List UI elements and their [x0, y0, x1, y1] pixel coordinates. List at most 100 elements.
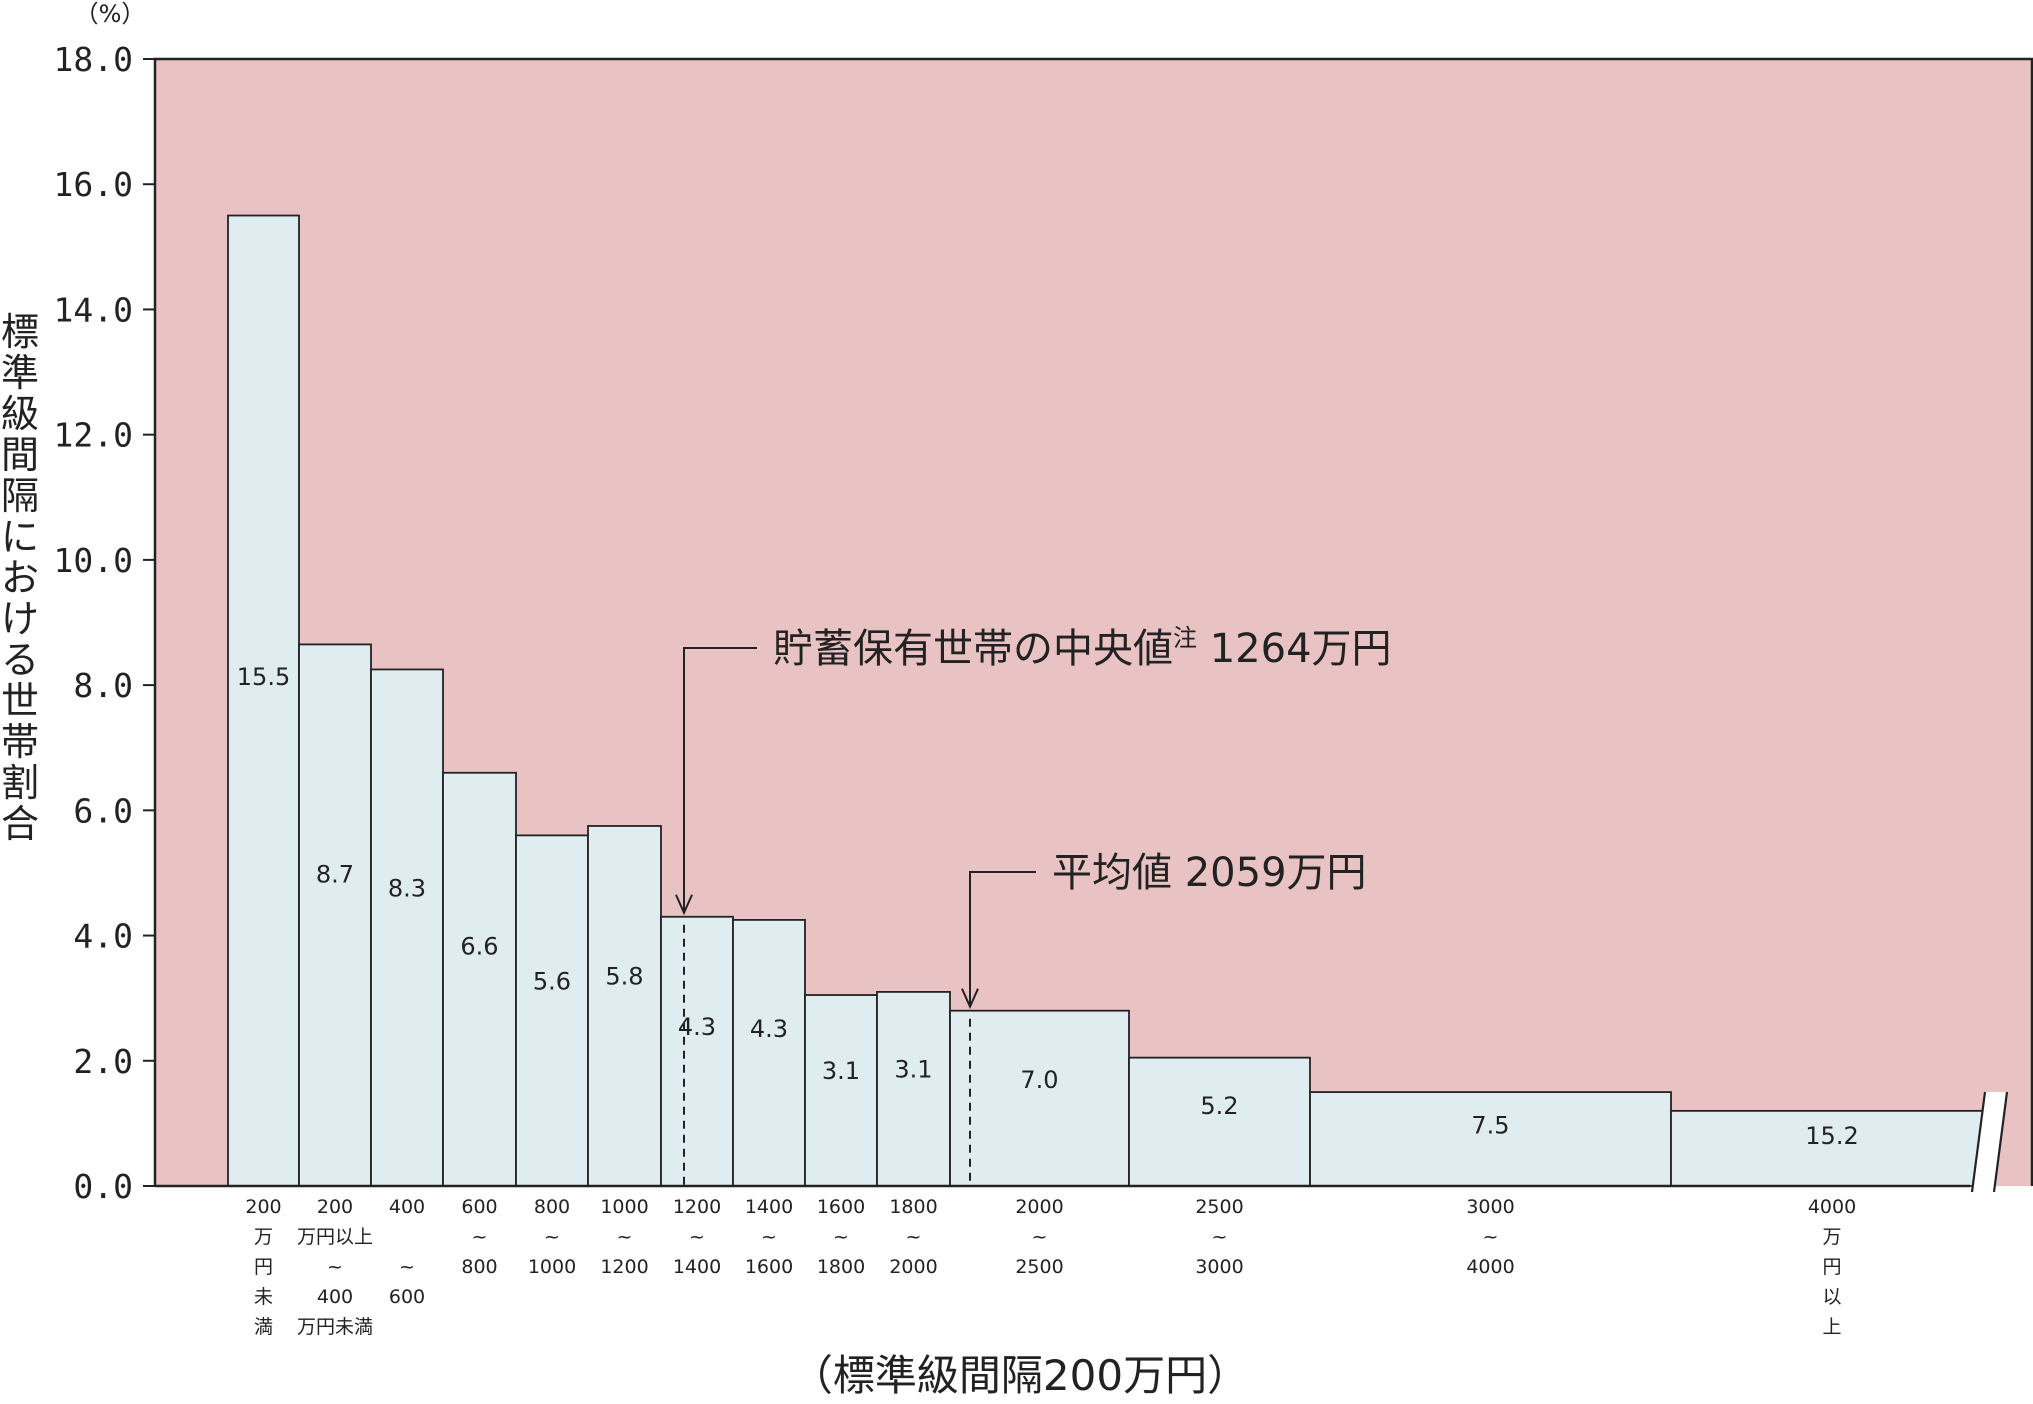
bar-group: 8.3 400 ~600	[370, 668, 444, 1308]
x-tick-label: 2000	[889, 1256, 937, 1278]
x-tick-label: ~	[472, 1226, 488, 1248]
y-tick-label: 4.0	[73, 917, 133, 956]
y-tick-label: 8.0	[73, 666, 133, 705]
x-tick-label: 2500	[1195, 1196, 1243, 1218]
x-tick-label: 上	[1822, 1316, 1841, 1338]
x-tick-label: ~	[761, 1226, 777, 1248]
axis-break-marker	[1970, 1091, 2009, 1193]
bar-value-label: 7.0	[1020, 1066, 1058, 1094]
x-tick-label: 3000	[1466, 1196, 1514, 1218]
annotation-label: 平均値 2059万円	[1052, 850, 1367, 896]
x-tick-label: ~	[327, 1256, 343, 1278]
bar-group: 5.8 1000 ~1200	[587, 825, 662, 1278]
x-tick-label: ~	[1212, 1226, 1228, 1248]
bar-group: 8.7 200 万円以上 ~400 万円未満	[297, 643, 373, 1338]
x-tick-label: 1600	[745, 1256, 793, 1278]
bar-value-label: 5.8	[605, 962, 643, 990]
y-tick-label: 6.0	[73, 791, 133, 830]
x-tick-label: ~	[689, 1226, 705, 1248]
bar-group: 5.6 800 ~1000	[515, 834, 589, 1278]
bar-group: 5.2 2500 ~3000	[1128, 1056, 1311, 1278]
x-tick-label: ~	[833, 1226, 849, 1248]
bar	[587, 825, 662, 1187]
y-tick-label: 10.0	[54, 541, 133, 580]
bar-value-label: 5.6	[533, 968, 571, 996]
bar-group: 15.5 200 万円未満	[227, 214, 300, 1338]
x-tick-label: 1200	[600, 1256, 648, 1278]
axis-layer: 0.0 2.0 4.0 6.0 8.0 10.0 12.0 14.0 16.0 18.0	[54, 40, 2033, 1206]
bar-value-label: 15.2	[1805, 1122, 1858, 1150]
bar-value-label: 3.1	[894, 1055, 932, 1083]
x-tick-label: ~	[1483, 1226, 1499, 1248]
bar-value-label: 6.6	[460, 933, 498, 961]
bar	[298, 643, 372, 1187]
x-tick-label: 1400	[745, 1196, 793, 1218]
annotation-arrowhead	[675, 894, 693, 916]
x-tick-label: 円	[254, 1256, 273, 1278]
x-tick-label: ~	[544, 1226, 560, 1248]
bar-group: 3.1 1800 ~2000	[876, 991, 951, 1278]
x-tick-label: 万円以上	[297, 1226, 373, 1248]
x-tick-label: 4000	[1466, 1256, 1514, 1278]
x-tick-label: 400	[317, 1286, 353, 1308]
y-tick-label: 14.0	[54, 290, 133, 329]
bar-value-label: 5.2	[1200, 1092, 1238, 1120]
y-tick-label: 18.0	[54, 40, 133, 79]
bar-group: 6.6 600 ~800	[442, 771, 517, 1278]
x-tick-label: 1600	[817, 1196, 865, 1218]
bar	[370, 668, 444, 1187]
bar-group: 15.2 4000 万円以上	[1670, 1109, 1994, 1338]
y-tick-label: 12.0	[54, 416, 133, 455]
bar	[949, 1009, 1130, 1187]
bar	[660, 915, 734, 1187]
bar	[1128, 1056, 1311, 1187]
annotation-arrow	[969, 871, 1036, 1007]
bar	[515, 834, 589, 1187]
x-tick-label: 800	[461, 1256, 497, 1278]
bar-group: 4.3 1400 ~1600	[732, 919, 806, 1278]
x-tick-label: 未	[254, 1286, 273, 1308]
bar	[876, 991, 951, 1187]
bar-value-label: 7.5	[1471, 1111, 1509, 1139]
bar-value-label: 8.7	[316, 861, 354, 889]
plot-frame	[153, 57, 2033, 1186]
x-tick-label: 円	[1822, 1256, 1841, 1278]
x-tick-label: 2500	[1015, 1256, 1063, 1278]
annotation-arrowhead	[961, 988, 979, 1010]
x-tick-label: 万	[1822, 1226, 1841, 1248]
y-tick-label: 0.0	[73, 1167, 133, 1206]
annotation: 平均値 2059万円	[961, 850, 1367, 1186]
x-tick-label: 1400	[673, 1256, 721, 1278]
annotation-label: 貯蓄保有世帯の中央値注 1264万円	[773, 624, 1392, 672]
x-tick-label: 1200	[673, 1196, 721, 1218]
x-tick-label: 1000	[600, 1196, 648, 1218]
x-tick-label: ~	[399, 1256, 415, 1278]
x-tick-label: 400	[389, 1196, 425, 1218]
x-tick-label: 万円未満	[297, 1316, 373, 1338]
bar	[227, 214, 300, 1187]
annotation-arrow	[683, 647, 757, 913]
x-tick-label: 800	[534, 1196, 570, 1218]
x-tick-label: ~	[617, 1226, 633, 1248]
annotation: 貯蓄保有世帯の中央値注 1264万円	[675, 624, 1392, 1186]
x-tick-label: 200	[317, 1196, 353, 1218]
bar	[732, 919, 806, 1187]
bar-group: 7.0 2000 ~2500	[949, 1009, 1130, 1278]
x-tick-label: 万	[254, 1226, 273, 1248]
y-axis-title: 標準級間隔における世帯割合	[1, 310, 39, 846]
x-tick-label: 以	[1822, 1286, 1841, 1308]
bar	[442, 771, 517, 1187]
x-tick-label: 4000	[1808, 1196, 1856, 1218]
x-tick-label: 600	[461, 1196, 497, 1218]
x-tick-label: 満	[254, 1316, 273, 1338]
x-tick-label: 3000	[1195, 1256, 1243, 1278]
bar-group: 7.5 3000 ~4000	[1309, 1091, 1672, 1278]
bar-value-label: 3.1	[822, 1057, 860, 1085]
bar-value-label: 8.3	[388, 875, 426, 903]
y-tick-label: 16.0	[54, 165, 133, 204]
x-tick-label: 600	[389, 1286, 425, 1308]
x-tick-label: 200	[245, 1196, 281, 1218]
